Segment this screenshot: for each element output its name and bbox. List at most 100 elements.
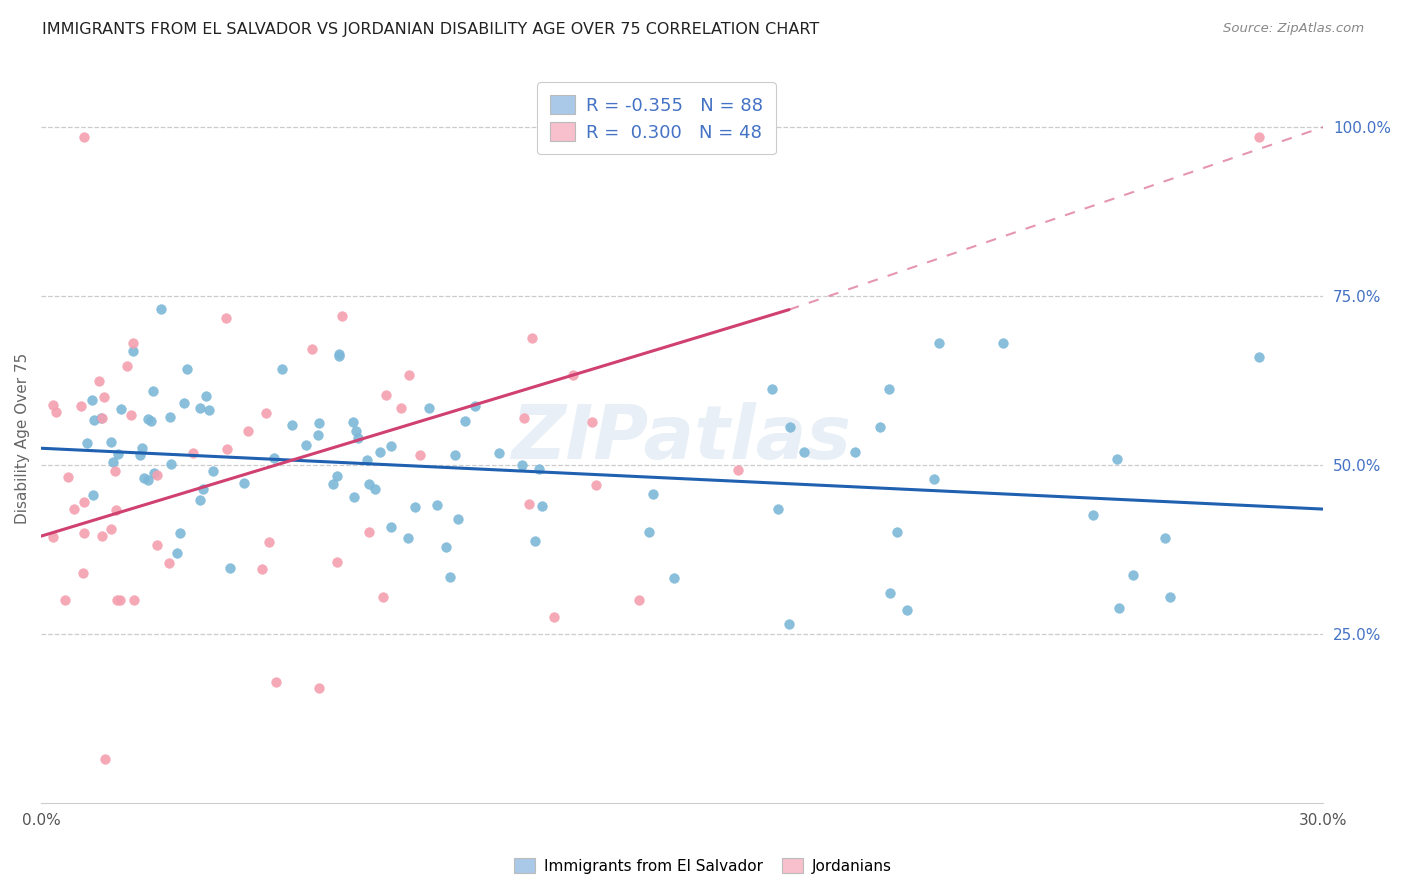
Point xyxy=(443,448,465,462)
Point xyxy=(581,415,603,429)
Point xyxy=(53,593,76,607)
Point xyxy=(132,471,155,485)
Point xyxy=(142,384,165,398)
Point xyxy=(643,487,665,501)
Point xyxy=(322,477,344,491)
Text: IMMIGRANTS FROM EL SALVADOR VS JORDANIAN DISABILITY AGE OVER 75 CORRELATION CHAR: IMMIGRANTS FROM EL SALVADOR VS JORDANIAN… xyxy=(42,22,820,37)
Point xyxy=(254,406,277,420)
Point xyxy=(82,392,104,407)
Point xyxy=(877,382,900,396)
Point xyxy=(100,522,122,536)
Point xyxy=(105,593,128,607)
Point xyxy=(727,463,749,477)
Point xyxy=(201,464,224,478)
Point xyxy=(146,467,169,482)
Point xyxy=(1105,452,1128,467)
Point xyxy=(215,310,238,325)
Point xyxy=(110,593,132,607)
Point xyxy=(380,439,402,453)
Point xyxy=(104,503,127,517)
Point xyxy=(159,409,181,424)
Point xyxy=(408,448,430,462)
Point xyxy=(166,546,188,560)
Point xyxy=(257,534,280,549)
Point xyxy=(371,590,394,604)
Point xyxy=(72,495,94,509)
Point xyxy=(328,347,350,361)
Point xyxy=(90,411,112,425)
Point xyxy=(136,473,159,487)
Point xyxy=(219,560,242,574)
Point xyxy=(308,681,330,696)
Point xyxy=(236,425,259,439)
Point xyxy=(76,436,98,450)
Point xyxy=(328,349,350,363)
Point xyxy=(928,336,950,351)
Point xyxy=(160,457,183,471)
Point xyxy=(139,414,162,428)
Point xyxy=(190,401,212,415)
Y-axis label: Disability Age Over 75: Disability Age Over 75 xyxy=(15,352,30,524)
Point xyxy=(793,445,815,459)
Point xyxy=(530,499,553,513)
Point xyxy=(169,526,191,541)
Point xyxy=(527,461,550,475)
Point xyxy=(869,420,891,434)
Point xyxy=(1154,531,1177,545)
Point xyxy=(82,488,104,502)
Point xyxy=(194,389,217,403)
Point xyxy=(232,475,254,490)
Point xyxy=(1249,350,1271,364)
Point xyxy=(41,530,63,544)
Point xyxy=(404,500,426,515)
Point xyxy=(562,368,585,383)
Point xyxy=(281,418,304,433)
Point xyxy=(104,464,127,478)
Point xyxy=(368,445,391,459)
Point xyxy=(91,529,114,543)
Point xyxy=(308,416,330,430)
Legend: Immigrants from El Salvador, Jordanians: Immigrants from El Salvador, Jordanians xyxy=(508,852,898,880)
Point xyxy=(375,388,398,402)
Point xyxy=(638,524,661,539)
Point xyxy=(73,130,96,145)
Point xyxy=(295,438,318,452)
Point xyxy=(326,468,349,483)
Point xyxy=(778,617,800,632)
Point xyxy=(143,466,166,480)
Point xyxy=(396,531,419,545)
Point xyxy=(844,445,866,459)
Point xyxy=(307,427,329,442)
Point xyxy=(117,359,139,373)
Point xyxy=(1249,130,1271,145)
Point xyxy=(72,566,94,581)
Point xyxy=(89,374,111,388)
Point xyxy=(176,362,198,376)
Point xyxy=(215,442,238,457)
Legend: R = -0.355   N = 88, R =  0.300   N = 48: R = -0.355 N = 88, R = 0.300 N = 48 xyxy=(537,82,776,154)
Point xyxy=(271,361,294,376)
Point xyxy=(517,497,540,511)
Point xyxy=(543,610,565,624)
Point xyxy=(389,401,412,415)
Point xyxy=(879,586,901,600)
Point xyxy=(69,399,91,413)
Point xyxy=(922,472,945,486)
Point xyxy=(250,562,273,576)
Point xyxy=(73,525,96,540)
Point xyxy=(91,411,114,425)
Point xyxy=(488,446,510,460)
Point xyxy=(264,674,287,689)
Point xyxy=(93,390,115,404)
Text: Source: ZipAtlas.com: Source: ZipAtlas.com xyxy=(1223,22,1364,36)
Point xyxy=(664,571,686,585)
Point xyxy=(512,411,534,425)
Point xyxy=(326,555,349,569)
Point xyxy=(447,511,470,525)
Point xyxy=(157,556,180,570)
Point xyxy=(364,482,387,496)
Point xyxy=(124,593,146,607)
Point xyxy=(991,336,1014,351)
Point xyxy=(343,490,366,504)
Text: ZIPatlas: ZIPatlas xyxy=(512,401,852,475)
